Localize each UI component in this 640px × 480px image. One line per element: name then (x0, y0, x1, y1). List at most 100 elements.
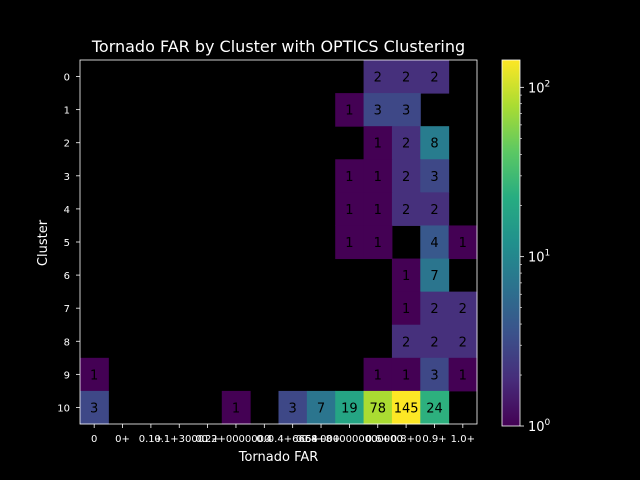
cell-value-label: 2 (430, 335, 438, 350)
cell-value-label: 1 (345, 104, 353, 119)
heatmap-cell (391, 291, 421, 326)
x-tick-label: 0.4 (256, 434, 272, 445)
colorbar-tick-label: 102 (528, 79, 550, 96)
cell-value-label: 1 (374, 170, 382, 185)
heatmap-cell (391, 60, 421, 94)
heatmap-cell (363, 357, 393, 392)
cell-value-label: 1 (402, 269, 410, 284)
cell-value-label: 3 (430, 368, 438, 383)
y-tick-label: 2 (64, 139, 70, 150)
cell-value-label: 2 (459, 302, 467, 317)
y-tick-label: 10 (57, 403, 70, 414)
cell-value-label: 24 (426, 401, 443, 416)
x-tick-label: 0.4+8+ (302, 434, 341, 445)
y-tick-label: 3 (64, 172, 70, 183)
cell-value-label: 1 (345, 203, 353, 218)
x-tick-label: 0.2+ (195, 434, 219, 445)
cell-value-label: 1 (402, 368, 410, 383)
x-tick-label: 0.2+0000000 (202, 434, 271, 445)
heatmap-cell (391, 258, 421, 293)
cell-value-label: 1 (232, 401, 240, 416)
heatmap-cell (420, 60, 450, 94)
heatmap-cell (335, 192, 365, 226)
heatmap-cell (391, 357, 421, 392)
cell-value-label: 1 (459, 368, 467, 383)
heatmap-cell (363, 390, 393, 425)
heatmap-cell (391, 192, 421, 226)
cell-value-label: 78 (369, 401, 386, 416)
cell-value-label: 1 (345, 170, 353, 185)
cell-value-label: 1 (402, 302, 410, 317)
heatmap-cell (420, 291, 450, 326)
heatmap-cell (80, 357, 109, 392)
cell-value-label: 7 (317, 401, 325, 416)
heatmap-cell (363, 93, 393, 127)
cell-value-label: 8 (430, 137, 438, 152)
heatmap-cell (391, 390, 421, 425)
heatmap-cell (420, 225, 450, 260)
heatmap-cell (221, 390, 251, 425)
cell-value-label: 1 (459, 236, 467, 251)
heatmap-cell (363, 192, 393, 226)
x-axis-label: Tornado FAR (238, 450, 319, 465)
y-tick-label: 6 (64, 271, 70, 282)
chart-title: Tornado FAR by Cluster with OPTICS Clust… (91, 37, 465, 56)
x-tick-label: 0.4+6668 (268, 434, 318, 445)
heatmap-cells (80, 60, 478, 425)
heatmap-cell (391, 324, 421, 359)
colorbar-gradient (501, 59, 521, 427)
heatmap-cell (363, 60, 393, 94)
colorbar-tick-label: 100 (528, 418, 551, 435)
cell-value-label: 3 (90, 401, 98, 416)
y-axis-label: Cluster (36, 219, 51, 266)
heatmap-cell (363, 159, 393, 193)
cell-value-label: 3 (289, 401, 297, 416)
heatmap-cell (448, 225, 478, 260)
y-tick-label: 5 (64, 238, 70, 249)
x-tick-label: 0.1+ (139, 434, 163, 445)
y-tick-label: 7 (64, 304, 70, 315)
y-tick-label: 9 (64, 370, 70, 381)
cell-value-label: 1 (374, 137, 382, 152)
y-tick-label: 1 (64, 106, 70, 117)
cell-value-label: 19 (341, 401, 358, 416)
heatmap-cell (80, 390, 109, 425)
cell-value-label: 1 (374, 368, 382, 383)
cell-value-label: 1 (345, 236, 353, 251)
cell-value-label: 2 (430, 203, 438, 218)
heatmap-cell (420, 192, 450, 226)
heatmap-cell (420, 357, 450, 392)
x-tick-label: 0.6+ (366, 434, 390, 445)
heatmap-cell (278, 390, 308, 425)
cell-value-label: 1 (90, 368, 98, 383)
x-tick-label: 0.5+0000000000000 (296, 434, 403, 445)
heatmap-cell (391, 93, 421, 127)
cell-value-labels: 2 2 2 1 3 3 1 2 8 1 1 2 3 1 1 2 2 1 1 4 1 1 7 1 2 2 2 2 2 1 1 1 3 1 3 1 3 7 19… (90, 71, 467, 417)
colorbar-ticks: 100 101 102 (520, 79, 551, 435)
heatmap-cell (448, 324, 478, 359)
x-tick-label: 0.1+3000 (154, 434, 204, 445)
x-tick-label: 0.9+ (422, 434, 446, 445)
plot-frame (79, 59, 478, 425)
y-axis-ticks: 0 1 2 3 4 5 6 7 8 9 10 (57, 73, 80, 414)
cell-value-label: 1 (374, 236, 382, 251)
cell-value-label: 7 (430, 269, 438, 284)
cell-value-label: 2 (402, 170, 410, 185)
heatmap-cell (335, 225, 365, 260)
heatmap-cell (306, 390, 336, 425)
x-tick-label: 0 (91, 434, 97, 445)
x-axis-ticks: 0 0+ 0.1+0.1+30000.2+0.2+00000000.40.4+666… (91, 424, 475, 445)
y-tick-label: 4 (64, 205, 70, 216)
heatmap-cell (420, 324, 450, 359)
heatmap-cell (448, 357, 478, 392)
cell-value-label: 2 (430, 71, 438, 86)
colorbar-tick-label: 101 (528, 249, 550, 266)
cell-value-label: 2 (430, 302, 438, 317)
heatmap-cell (363, 225, 393, 260)
heatmap-cell (391, 126, 421, 160)
colorbar: 100 101 102 (501, 59, 551, 435)
y-tick-label: 0 (64, 73, 70, 84)
cell-value-label: 2 (402, 71, 410, 86)
heatmap-cell (363, 126, 393, 160)
